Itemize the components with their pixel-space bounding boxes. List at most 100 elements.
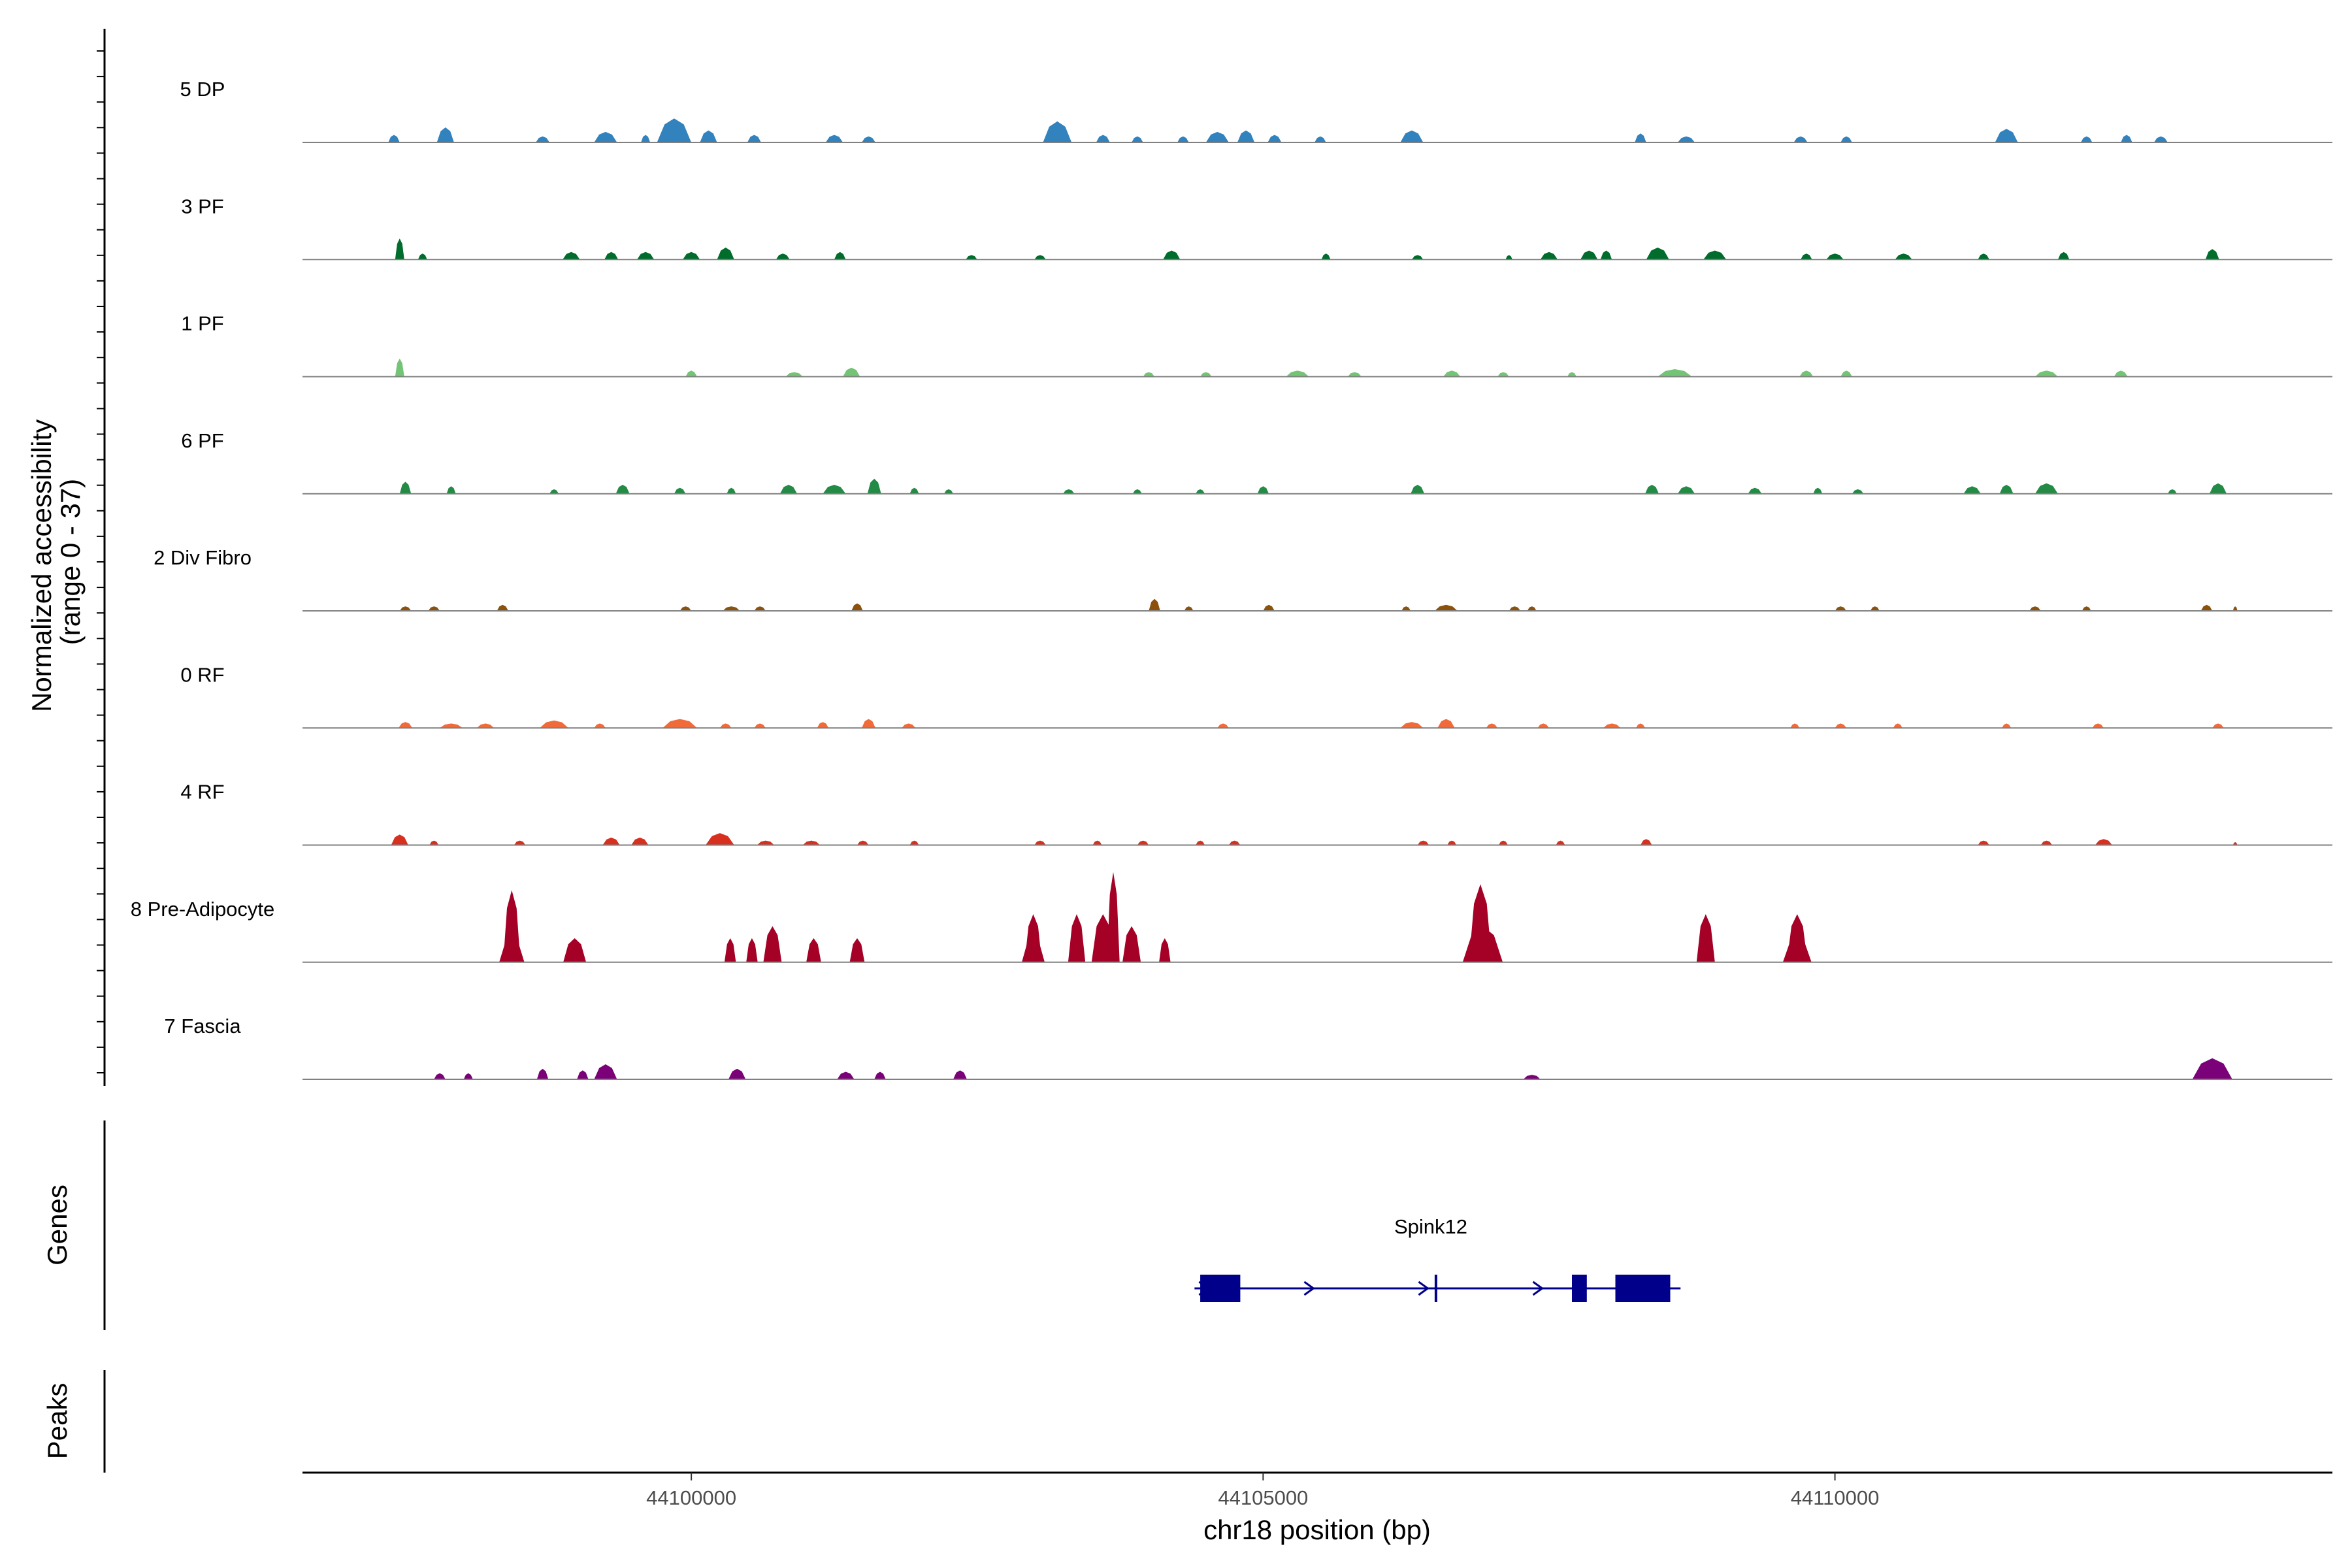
coverage-peak [2092,723,2104,728]
coverage-peak [1893,723,1903,728]
x-axis-tick-label: 44105000 [1218,1486,1308,1509]
coverage-peak [657,118,692,142]
track-label: 4 RF [180,781,224,804]
genes-panel-label: Genes [42,1184,73,1266]
coverage-peak [1257,486,1269,494]
coverage-peak [953,1070,967,1079]
track-label: 0 RF [180,663,224,686]
coverage-peak [776,253,790,260]
coverage-peak [2029,606,2041,611]
coverage-peak [2040,840,2053,845]
coverage-peak [476,723,495,728]
coverage-peak [867,478,881,494]
coverage-peak [1600,250,1612,260]
coverage-peak [594,131,617,142]
coverage-peak [1486,723,1498,728]
coverage-peak [1400,722,1424,728]
coverage-peak [909,840,919,845]
coverage-peak [1411,485,1425,494]
coverage-peak [674,487,686,494]
coverage-peak [902,723,916,728]
coverage-peak [1347,372,1362,377]
coverage-peak [2080,136,2093,142]
track-label: 1 PF [181,312,223,335]
coverage-peak [428,606,440,611]
track-8-pre-adipocyte: 8 Pre-Adipocyte [131,872,2332,963]
coverage-peak [728,1068,746,1079]
gene-exon [1434,1275,1437,1302]
coverage-peak [1286,370,1309,377]
coverage-peak [1793,136,1808,142]
coverage-peak [1782,938,1812,962]
coverage-peak [1132,489,1142,494]
coverage-peak [463,1073,473,1079]
coverage-peak [1321,253,1331,260]
coverage-peak [1196,489,1205,494]
coverage-peak [1636,723,1645,728]
coverage-peak [436,127,454,142]
coverage-tracks: 5 DP 3 PF 1 PF 6 PF 2 Div Fibro 0 RF 4 RF 8 Pre… [131,78,2332,1080]
coverage-peak [2057,252,2070,260]
track-label: 6 PF [181,429,223,452]
coverage-peak [1400,130,1424,142]
coverage-peak [862,719,875,728]
gene-exon [1615,1275,1671,1302]
coverage-peak [1677,136,1695,142]
coverage-peak [2082,606,2091,611]
coverage-peak [763,926,782,962]
coverage-peak [1205,131,1229,142]
coverage-peak [1978,840,1989,845]
gene-name-label: Spink12 [1394,1215,1467,1238]
coverage-peak [727,487,736,494]
coverage-peak [1895,253,1912,260]
coverage-peak [1196,840,1205,845]
coverage-peak [1840,136,1852,142]
track-7-fascia: 7 Fascia [164,1015,2332,1080]
gene-spink12: Spink12 [1194,1215,1681,1302]
coverage-peak [717,247,734,260]
strand-arrow [1418,1281,1429,1296]
track-2-div-fibro: 2 Div Fibro [154,546,2332,612]
track-label: 7 Fascia [164,1015,241,1037]
strand-arrow [1532,1281,1544,1296]
coverage-peak [540,720,568,728]
coverage-peak [446,486,456,494]
coverage-peak [440,723,463,728]
coverage-peak [594,723,606,728]
coverage-peak [388,135,400,142]
coverage-peak [862,136,875,142]
track-label: 2 Div Fibro [154,546,252,569]
strand-arrow [1303,1281,1315,1296]
coverage-peak [944,489,953,494]
coverage-peak [723,606,740,611]
track-0-rf: 0 RF [180,663,2332,729]
coverage-peak [399,482,412,494]
coverage-peak [1267,135,1282,142]
y-axis-title-line2: (range 0 - 37) [55,479,86,645]
coverage-peak [615,485,630,494]
coverage-peak [2034,483,2058,494]
gene-annotations: Spink12 [1194,1215,1681,1302]
coverage-peak [1091,914,1115,962]
coverage-peak [1200,372,1212,377]
coverage-peak [1799,370,1814,377]
coverage-peak [1603,723,1621,728]
coverage-peak [434,1073,446,1079]
gene-exon [1200,1275,1241,1302]
y-axis-title-line1: Normalized accessibility [26,419,57,712]
coverage-peak [563,938,587,962]
coverage-peak [429,840,439,845]
track-3-pf: 3 PF [181,195,2332,261]
coverage-peak [825,135,843,142]
coverage-peak [2205,249,2219,260]
coverage-peak [1184,606,1194,611]
coverage-peak [1527,606,1537,611]
coverage-peak [1163,250,1181,260]
coverage-peak [1228,840,1241,845]
coverage-peak [1963,486,1981,494]
coverage-peak [1043,121,1072,142]
coverage-peak [1137,840,1149,845]
coverage-peak [2002,723,2012,728]
x-axis-tick-label: 44100000 [646,1486,736,1509]
